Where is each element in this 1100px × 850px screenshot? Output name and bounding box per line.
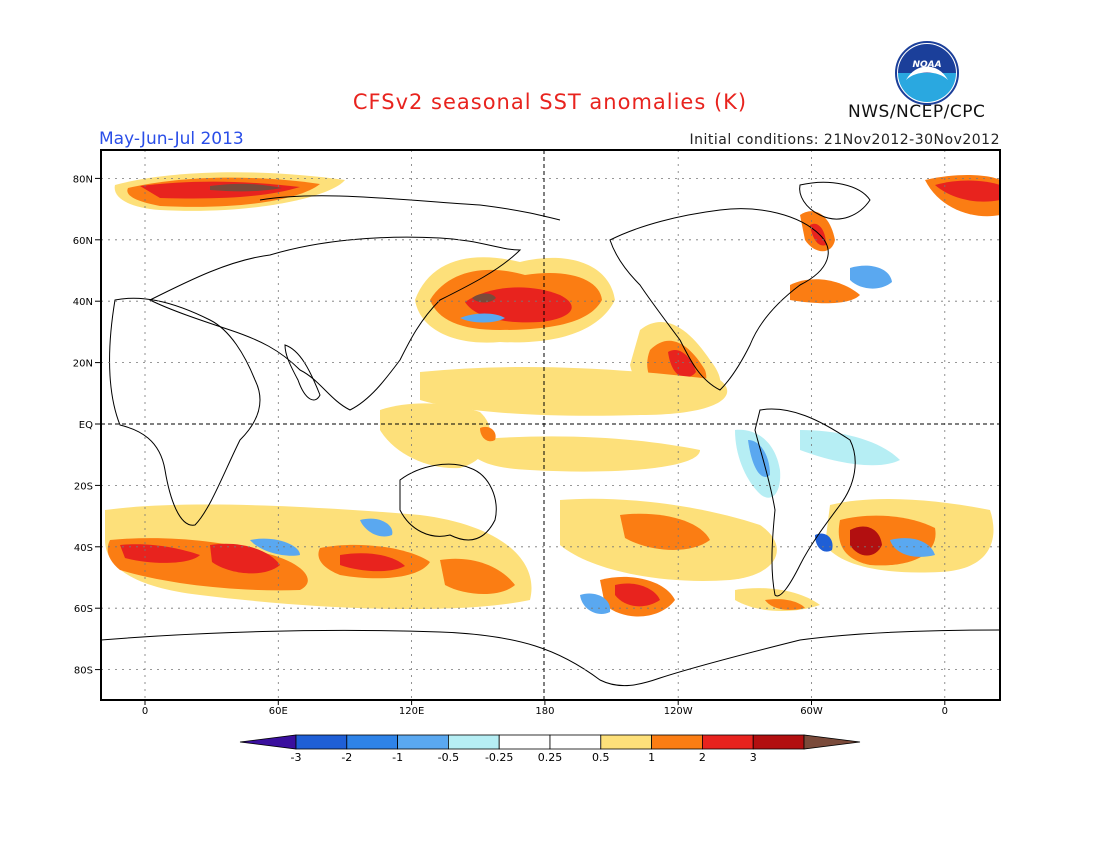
lon-label: 60E: [269, 706, 288, 717]
lon-label: 120E: [399, 706, 424, 717]
forecast-period: May-Jun-Jul 2013: [99, 129, 244, 149]
colorbar: -3 -2 -1 -0.5 -0.25 0.25 0.5 1 2 3: [239, 734, 861, 764]
colorbar-tick-label: -0.5: [438, 751, 459, 764]
colorbar-tick-label: -2: [341, 751, 352, 764]
lat-label: 20N: [73, 359, 93, 370]
colorbar-tick-label: 2: [699, 751, 706, 764]
map-title: CFSv2 seasonal SST anomalies (K): [352, 90, 748, 114]
organization-label: NWS/NCEP/CPC: [848, 102, 986, 122]
lat-label: 40S: [74, 543, 93, 554]
colorbar-max-arrow: [803, 734, 861, 750]
coast-south-america: [754, 408, 856, 597]
anomaly-north-atlantic-cool: [850, 265, 892, 289]
anomaly-field: [105, 172, 1000, 617]
coastlines: [101, 181, 1000, 687]
lat-label: 80S: [74, 666, 93, 677]
map-frame: [100, 149, 1001, 701]
map-gridlines: [101, 150, 1000, 700]
coast-africa: [109, 297, 261, 526]
lon-label: 60W: [800, 706, 823, 717]
lat-label: 20S: [74, 481, 93, 492]
colorbar-segment: [447, 734, 500, 750]
colorbar-segment: [752, 734, 805, 750]
coast-eurasia: [148, 236, 522, 411]
colorbar-segment: [498, 734, 551, 750]
colorbar-segment: [600, 734, 652, 750]
colorbar-segment: [702, 734, 754, 750]
anomaly-kuroshio-cool: [460, 313, 505, 323]
colorbar-segment: [346, 734, 398, 750]
lat-label: 60N: [73, 236, 93, 247]
lat-label: 60S: [74, 604, 93, 615]
coast-greenland: [799, 181, 871, 220]
colorbar-tick-label: 3: [750, 751, 757, 764]
anomaly-tropical-pacific-south: [469, 436, 700, 472]
colorbar-tick-label: -3: [291, 751, 302, 764]
colorbar-tick-label: -1: [392, 751, 403, 764]
lat-label: EQ: [79, 420, 93, 431]
lon-label: 0: [942, 706, 948, 717]
initial-conditions: Initial conditions: 21Nov2012-30Nov2012: [689, 132, 1000, 148]
colorbar-tick-label: 0.25: [538, 751, 563, 764]
coast-arctic: [259, 195, 561, 221]
lon-label: 0: [142, 706, 148, 717]
anomaly-south-pacific-cool: [800, 430, 900, 466]
coast-australia: [399, 463, 497, 541]
colorbar-segment: [549, 734, 602, 750]
latitude-labels: 80N 60N 40N 20N EQ 20S 40S 60S 80S: [73, 174, 101, 677]
lat-label: 40N: [73, 297, 93, 308]
lon-label: 120W: [664, 706, 693, 717]
colorbar-segment: [295, 734, 348, 750]
logo-text: NOAA: [912, 60, 941, 70]
coast-north-america: [609, 208, 829, 391]
longitude-labels: 0 60E 120E 180 120W 60W 0: [142, 700, 948, 717]
colorbar-segment: [397, 734, 449, 750]
lon-label: 180: [535, 706, 554, 717]
coast-antarctica: [101, 629, 1000, 687]
anomaly-tropical-pacific-north: [420, 366, 728, 416]
colorbar-tick-label: -0.25: [485, 751, 513, 764]
lat-label: 80N: [73, 174, 93, 185]
anomaly-gulf-stream: [790, 279, 860, 304]
colorbar-tick-label: 1: [648, 751, 655, 764]
noaa-logo: NOAA: [895, 41, 959, 105]
anomaly-maritime-continent: [380, 403, 491, 469]
coast-india: [284, 344, 321, 401]
colorbar-tick-label: 0.5: [592, 751, 610, 764]
anomaly-barents-peak: [210, 183, 282, 192]
colorbar-min-arrow: [239, 734, 297, 750]
colorbar-segment: [651, 734, 703, 750]
